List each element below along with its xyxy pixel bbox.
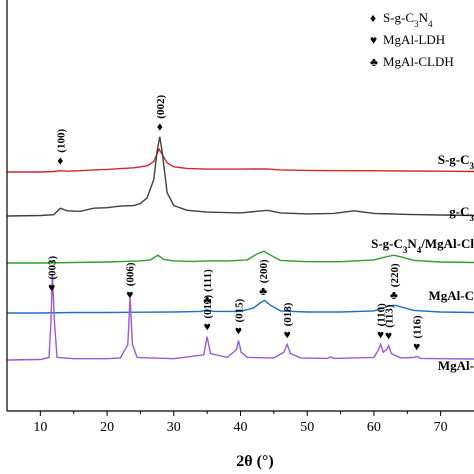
peak-annotation: ♣(111) — [202, 269, 214, 307]
peak-label: (111) — [202, 269, 214, 292]
peak-annotation: ♦(002) — [155, 95, 167, 134]
label-part: 3 — [470, 161, 474, 171]
peak-label: (100) — [55, 129, 67, 153]
diamond-marker-icon: ♦ — [157, 120, 163, 134]
label-part: 4 — [417, 245, 422, 255]
series-label: MgAl- — [438, 358, 474, 373]
label-part: /MgAl-Cl — [420, 236, 474, 251]
peak-annotation: ♣(200) — [258, 259, 270, 298]
label-part: N — [419, 10, 429, 25]
label-part: S-g-C — [383, 10, 414, 25]
x-axis: 10 20 30 40 50 60 70 — [6, 0, 474, 435]
peak-label: (113) — [384, 304, 396, 328]
peak-label: (012) — [202, 294, 214, 318]
club-marker-icon: ♣ — [203, 293, 211, 307]
series-line-mgal-cldh — [7, 299, 474, 314]
series-line-s-g-c3n4 — [7, 147, 474, 173]
peak-annotation: ♥ (012) — [202, 294, 214, 333]
legend-entry: MgAl-LDH — [383, 32, 445, 47]
label-part: MgAl-CLDH — [383, 54, 454, 69]
peak-annotation: ♥(006) — [125, 262, 137, 301]
x-axis-label: 2θ (°) — [236, 453, 273, 470]
series-label: g-C3 — [449, 204, 474, 223]
peak-annotation: ♥ (003) — [47, 255, 59, 294]
heart-marker-icon: ♥ — [385, 329, 392, 343]
series-line-s-g-c3n4-mgal-cldh — [7, 250, 474, 264]
club-marker-icon: ♣ — [259, 284, 267, 298]
x-tick-label: 20 — [100, 420, 114, 435]
label-part: 4 — [428, 19, 433, 29]
series-line-mgal-ldh — [6, 274, 474, 361]
club-marker-icon: ♣ — [370, 55, 378, 69]
peak-label: (002) — [155, 95, 167, 119]
peak-label: (200) — [258, 259, 270, 283]
x-tick-label: 50 — [300, 420, 314, 435]
x-tick-label: 60 — [367, 420, 381, 435]
series-label: MgAl-C — [429, 288, 474, 303]
peak-label: (015) — [233, 298, 245, 322]
x-tick-label: 10 — [33, 420, 47, 435]
legend: ♦ S-g-C3N4 ♥ MgAl-LDH ♣ MgAl-CLDH — [370, 10, 454, 69]
label-part: MgAl-C — [429, 288, 474, 303]
heart-marker-icon: ♥ — [377, 327, 384, 341]
peak-label: (006) — [125, 262, 137, 286]
peak-annotation-layer: ♦(100)♦(002)♥(003)♥(006)♣(111) ♣(200)♣(22… — [47, 95, 424, 354]
label-part: N — [407, 236, 417, 251]
heart-marker-icon: ♥ — [413, 340, 420, 354]
series-label: S-g-C3 — [438, 152, 474, 171]
series-label: S-g-C3N4/MgAl-Cl — [371, 236, 474, 255]
peak-annotation: ♦(100) — [55, 129, 67, 168]
peak-annotation: ♣(220) — [389, 263, 401, 302]
label-part: S-g-C — [371, 236, 403, 251]
legend-entry: MgAl-CLDH — [383, 54, 454, 69]
heart-marker-icon: ♥ — [48, 281, 55, 295]
legend-entry: S-g-C3N4 — [383, 10, 433, 29]
x-tick-label: 30 — [167, 420, 181, 435]
series-line-g-c3n4 — [6, 136, 474, 217]
peak-annotation: ♥(113) — [384, 304, 396, 343]
x-tick-label: 40 — [234, 420, 248, 435]
x-tick-label: 70 — [434, 420, 448, 435]
label-part: 3 — [414, 19, 419, 29]
label-part: S-g-C — [438, 152, 470, 167]
peak-label: (003) — [47, 255, 59, 279]
heart-marker-icon: ♥ — [235, 324, 242, 338]
peak-label: (116) — [412, 315, 424, 339]
label-part: 3 — [403, 245, 408, 255]
diamond-marker-icon: ♦ — [57, 154, 63, 168]
peak-label: (220) — [389, 263, 401, 287]
diamond-marker-icon: ♦ — [370, 11, 376, 25]
peak-annotation: ♥(116) — [412, 315, 424, 354]
peak-label: (110) — [376, 303, 388, 327]
heart-marker-icon: ♥ — [370, 33, 377, 47]
label-part: 3 — [470, 213, 474, 223]
heart-marker-icon: ♥ — [204, 320, 211, 334]
peak-annotation: ♥ (015) — [233, 298, 245, 337]
peak-label: (018) — [282, 302, 294, 326]
heart-marker-icon: ♥ — [126, 287, 133, 301]
label-part: g-C — [449, 204, 469, 219]
label-part: MgAl-LDH — [383, 32, 445, 47]
peak-annotation: ♥(018) — [282, 302, 294, 341]
label-part: MgAl- — [438, 358, 474, 373]
series-layer — [6, 136, 474, 361]
heart-marker-icon: ♥ — [284, 327, 291, 341]
club-marker-icon: ♣ — [390, 288, 398, 302]
peak-annotation: ♥(110) — [376, 303, 388, 342]
